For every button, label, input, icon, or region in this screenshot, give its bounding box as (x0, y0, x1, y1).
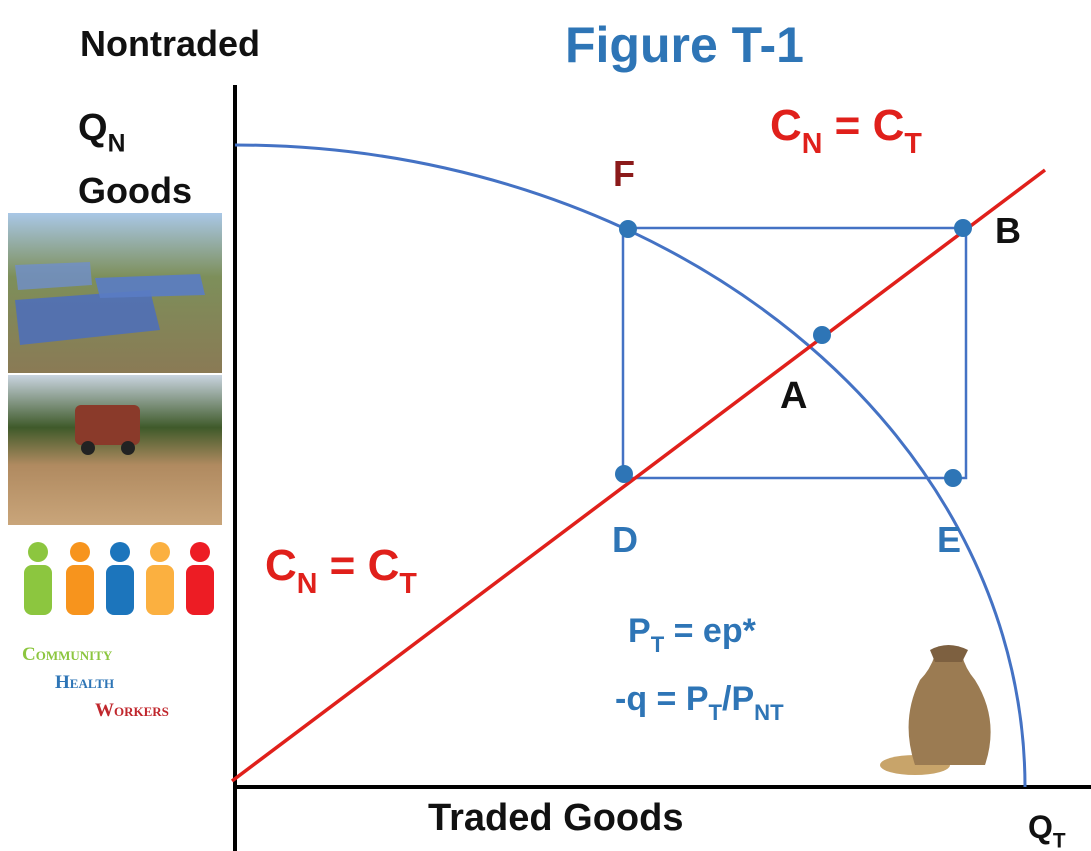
photo-solar (8, 213, 222, 373)
text-part: = C (317, 541, 399, 590)
subscript: N (802, 128, 823, 160)
subscript: T (651, 632, 665, 657)
logo-line1: Community (22, 644, 113, 665)
subscript: N (297, 568, 318, 600)
x-symbol: QT (1028, 809, 1066, 851)
subscript: T (709, 700, 723, 725)
logo-line2: Health (55, 672, 114, 693)
point-f (619, 220, 637, 238)
subscript: NT (754, 700, 784, 725)
label-f: F (613, 153, 635, 194)
photo-road (8, 375, 222, 525)
label-d: D (612, 519, 638, 560)
label-a: A (780, 375, 807, 417)
text-part: P (628, 612, 651, 650)
subscript: N (108, 130, 126, 157)
text-part: -q = P (615, 680, 709, 718)
figure: Community Health Workers Figure T-1 Nont… (0, 0, 1091, 851)
text-part: Q (78, 107, 108, 149)
x-label: Traded Goods (428, 797, 683, 839)
points (615, 219, 972, 487)
sack (880, 645, 991, 775)
title: Figure T-1 (565, 17, 804, 73)
subscript: T (399, 568, 417, 600)
text-part: = C (822, 101, 904, 150)
line-label-lower: CN = CT (265, 541, 417, 600)
label-b: B (995, 210, 1021, 251)
point-a (813, 326, 831, 344)
line-label-upper: CN = CT (770, 101, 922, 160)
point-e (944, 469, 962, 487)
text-part: C (770, 101, 802, 150)
subscript: T (1053, 830, 1066, 851)
y-symbol: QN (78, 107, 125, 157)
subscript: T (904, 128, 922, 160)
label-e: E (937, 519, 961, 560)
y-label-top: Nontraded (80, 23, 260, 64)
point-b (954, 219, 972, 237)
y-label-bottom: Goods (78, 170, 192, 211)
rectangle (623, 228, 966, 478)
point-d (615, 465, 633, 483)
equation: PT = ep* (628, 612, 757, 657)
text-part: /P (722, 680, 754, 718)
equation: -q = PT/PNT (615, 680, 784, 725)
text-part: C (265, 541, 297, 590)
text-part: = ep* (664, 612, 756, 650)
people-icons (24, 542, 214, 615)
text-part: Q (1028, 809, 1053, 845)
logo-line3: Workers (95, 700, 169, 721)
